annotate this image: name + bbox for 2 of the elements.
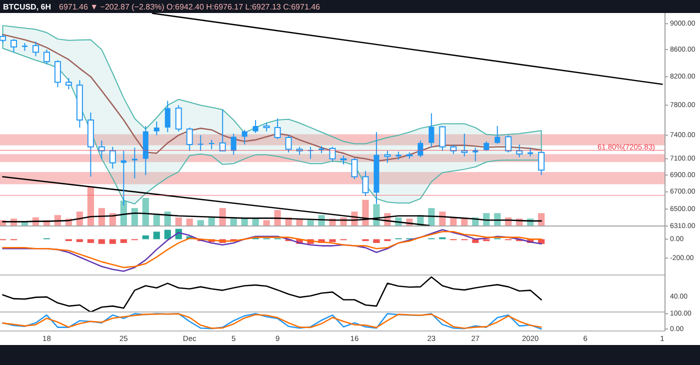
chart-title: BTCUSD, 6H bbox=[3, 2, 52, 12]
chart-subtitle: 6971.46 ▼ −202.87 (−2.83%) O:6942.40 H:6976.17 L:6927.13 C:6971.46 bbox=[59, 2, 321, 12]
